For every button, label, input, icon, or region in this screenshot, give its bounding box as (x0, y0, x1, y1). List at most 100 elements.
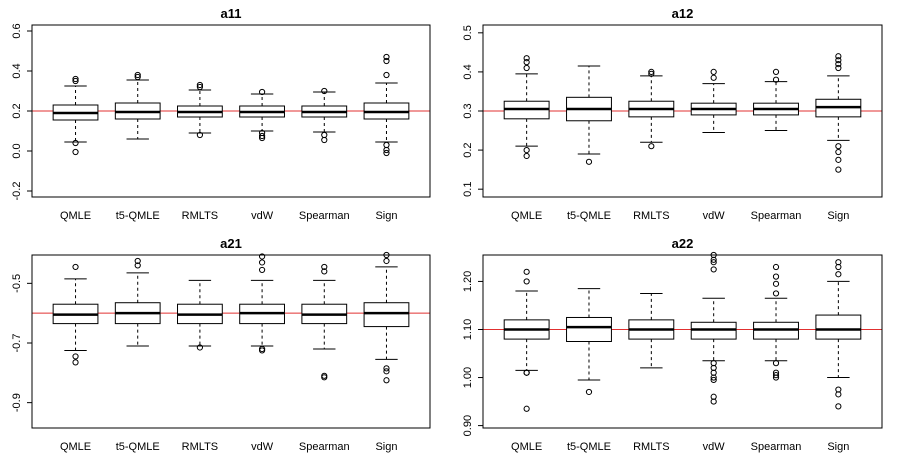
x-tick-label: vdW (703, 210, 726, 222)
x-tick-label: t5-QMLE (116, 441, 160, 453)
box-RMLTS (177, 279, 223, 351)
outlier-point (710, 374, 717, 381)
outlier-point (710, 376, 717, 384)
panel-a22: a22 0.90 1.00 1.10 1.20 QMLE t5-QMLE RMLTS vdW Sp… (462, 236, 883, 453)
outlier-point (710, 68, 717, 76)
x-tick-label: vdW (251, 441, 274, 453)
outlier-point (196, 131, 204, 139)
outlier-point (72, 353, 79, 360)
box-Sign (363, 251, 410, 384)
outlier-point (772, 280, 780, 287)
outlier-point (258, 134, 266, 142)
plot-frame (482, 24, 883, 198)
chart-title: a21 (220, 236, 242, 251)
x-tick-label: QMLE (60, 441, 91, 453)
outlier-point (585, 158, 593, 165)
y-tick-label: 0.90 (462, 415, 474, 436)
x-tick-label: Spearman (299, 210, 350, 222)
chart-title: a22 (672, 236, 694, 251)
outlier-point (72, 77, 79, 85)
outlier-point (523, 64, 530, 72)
outlier-point (321, 374, 328, 381)
outlier-point (585, 388, 593, 396)
outlier-point (134, 71, 141, 79)
box-t5-QMLE (114, 257, 161, 347)
box-Spearman (753, 68, 799, 132)
x-tick-label: RMLTS (633, 441, 669, 453)
outlier-point (835, 156, 842, 163)
iqr-box (363, 302, 410, 328)
outlier-point (710, 256, 717, 263)
box-t5-QMLE (114, 71, 161, 140)
y-tick-label: 0.0 (11, 143, 23, 158)
x-tick-label: Sign (375, 441, 397, 453)
x-tick-label: QMLE (511, 210, 542, 222)
outlier-point (321, 131, 328, 139)
outlier-point (835, 148, 842, 156)
box-vdW (690, 68, 737, 133)
outlier-point (321, 268, 328, 275)
outlier-point (772, 374, 780, 381)
x-tick-label: RMLTS (182, 441, 218, 453)
outlier-point (258, 132, 266, 140)
outlier-point (258, 88, 266, 96)
outlier-point (835, 391, 842, 398)
x-tick-label: Spearman (751, 441, 802, 453)
outlier-point (72, 148, 79, 156)
outlier-point (648, 68, 655, 76)
outlier-point (710, 266, 717, 273)
x-tick-label: t5-QMLE (116, 210, 160, 222)
outlier-point (383, 57, 390, 65)
outlier-point (383, 149, 390, 157)
outlier-point (523, 369, 530, 376)
outlier-point (258, 347, 266, 354)
chart-title: a12 (672, 6, 694, 21)
outlier-point (321, 87, 328, 95)
y-tick-label: 0.4 (462, 64, 474, 79)
outlier-point (835, 53, 842, 60)
outlier-point (72, 359, 79, 366)
x-tick-label: Sign (827, 210, 849, 222)
outlier-point (383, 53, 390, 61)
box-RMLTS (628, 292, 675, 369)
box-t5-QMLE (566, 65, 612, 165)
box-Sign (363, 53, 410, 157)
outlier-point (772, 290, 780, 297)
outlier-point (196, 83, 204, 91)
box-vdW (239, 88, 285, 142)
outlier-point (835, 271, 842, 278)
box-Spearman (301, 87, 348, 144)
box-Spearman (301, 263, 348, 381)
outlier-point (383, 71, 390, 79)
outlier-point (710, 74, 717, 81)
outlier-point (772, 68, 780, 76)
outlier-point (321, 136, 328, 144)
outlier-point (710, 398, 717, 405)
outlier-point (835, 57, 842, 64)
outlier-point (772, 76, 780, 83)
outlier-point (710, 259, 717, 266)
outlier-point (523, 59, 530, 66)
outlier-point (72, 75, 79, 83)
outlier-point (383, 368, 390, 375)
y-tick-label: -0.7 (11, 334, 23, 353)
y-tick-label: 0.2 (462, 142, 474, 157)
outlier-point (523, 55, 530, 62)
outlier-point (383, 146, 390, 154)
box-vdW (690, 251, 737, 405)
x-tick-label: vdW (251, 210, 274, 222)
outlier-point (321, 263, 328, 271)
y-tick-label: 0.6 (11, 23, 23, 38)
iqr-box (815, 314, 862, 340)
outlier-point (134, 262, 141, 269)
panel-a12: a12 0.1 0.2 0.3 0.4 0.5 QMLE t5-QMLE RMLTS vdW Spe… (462, 6, 883, 222)
outlier-point (835, 403, 842, 410)
outlier-point (772, 360, 780, 367)
y-tick-label: 0.5 (462, 25, 474, 40)
outlier-point (258, 259, 266, 266)
outlier-point (196, 81, 204, 89)
outlier-point (523, 405, 530, 412)
box-t5-QMLE (566, 288, 612, 396)
box-QMLE (52, 75, 99, 156)
